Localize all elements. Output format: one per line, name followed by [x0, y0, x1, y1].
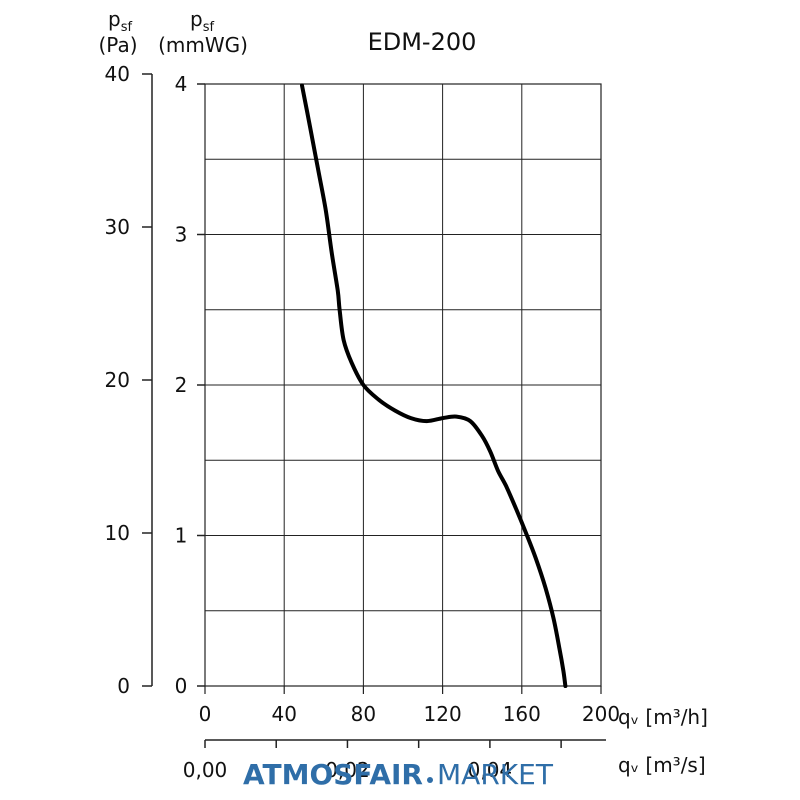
- x-axis-m3h-tick-label: 120: [424, 702, 462, 726]
- chart-title: EDM-200: [368, 28, 477, 56]
- x-axis-m3h-tick-label: 40: [271, 702, 296, 726]
- mmwg-axis-unit: (mmWG): [158, 33, 248, 57]
- series-group: [300, 83, 568, 688]
- pa-axis-header: psf (Pa): [98, 7, 137, 57]
- watermark-logo: ATMOSFAIR MARKET: [243, 758, 554, 791]
- mmwg-axis-ticks: 4 3 2 1 0: [175, 72, 205, 698]
- pa-axis-tick-label: 20: [105, 368, 130, 392]
- x-axis-m3h-tick-label: 0: [199, 702, 212, 726]
- x-axis-m3s-label: qᵥ [m³/s]: [618, 753, 706, 777]
- mmwg-axis-subscript: sf: [203, 20, 215, 35]
- svg-text:psf: psf: [108, 7, 132, 35]
- mmwg-axis-tick-label: 0: [175, 674, 188, 698]
- watermark-dot: [427, 777, 433, 783]
- mmwg-axis-tick-label: 2: [175, 373, 188, 397]
- pa-axis-tick-label: 0: [117, 674, 130, 698]
- x-axis-m3h: 0 40 80 120 160 200: [199, 686, 620, 726]
- x-axis-m3s-tick-label: 0,02: [325, 758, 370, 782]
- x-axis-m3h-tick-label: 80: [351, 702, 376, 726]
- x-axis-m3h-tick-label: 200: [582, 702, 620, 726]
- grid: [204, 83, 602, 687]
- mmwg-axis-tick-label: 1: [175, 524, 188, 548]
- series-line: [300, 83, 568, 688]
- mmwg-axis-header: psf (mmWG): [158, 7, 248, 57]
- x-axis-m3s-tick-label: 0,00: [183, 758, 228, 782]
- pa-axis-subscript: sf: [121, 20, 133, 35]
- pa-axis-unit: (Pa): [98, 33, 137, 57]
- x-axis-m3h-tick-label: 160: [503, 702, 541, 726]
- pa-axis-tick-label: 10: [105, 521, 130, 545]
- svg-text:psf: psf: [190, 7, 214, 35]
- pa-axis-tick-label: 40: [105, 62, 130, 86]
- mmwg-axis-tick-label: 3: [175, 223, 188, 247]
- pa-axis-symbol: p: [108, 7, 121, 31]
- x-axis-m3s-tick-label: 0,04: [468, 758, 513, 782]
- x-axis-m3s: 0,00 0,02 0,04: [183, 739, 606, 782]
- pa-axis: 40 30 20 10 0: [105, 62, 153, 698]
- watermark-light: MARKET: [437, 758, 554, 791]
- watermark-bold: ATMOSFAIR: [243, 758, 423, 791]
- x-axis-m3h-label: qᵥ [m³/h]: [618, 705, 708, 729]
- mmwg-axis-tick-label: 4: [175, 72, 188, 96]
- mmwg-axis-symbol: p: [190, 7, 203, 31]
- pa-axis-tick-label: 30: [105, 215, 130, 239]
